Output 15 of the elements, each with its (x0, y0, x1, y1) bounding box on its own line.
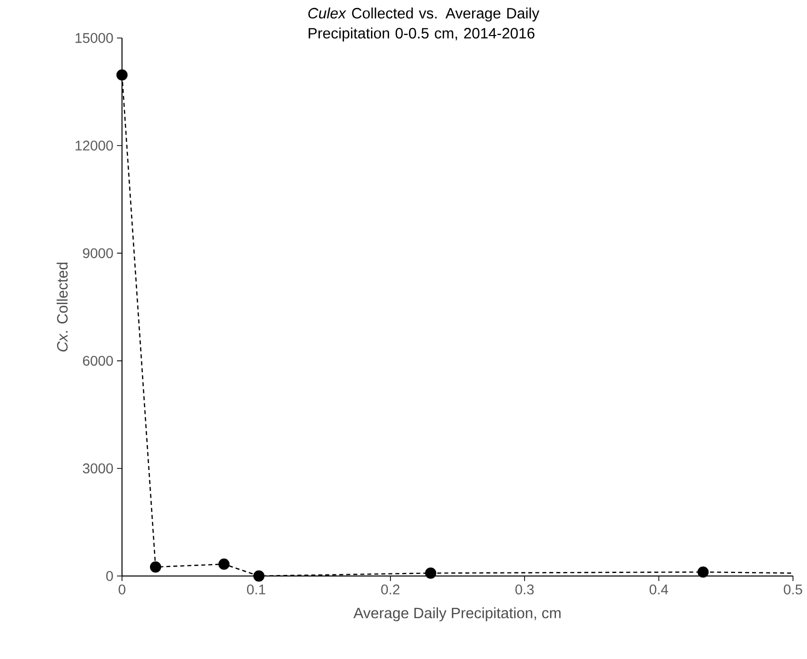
chart-title: Culex Collected vs. Average Daily Precipitation 0-0.5 cm, 2014-2016 (308, 8, 540, 42)
x-tick-label: 0.4 (650, 584, 668, 594)
y-tick-label: 0 (106, 571, 113, 581)
y-tick-label: 9000 (82, 248, 113, 258)
y-axis-title: Cx. Collected (56, 262, 68, 352)
y-tick-label: 3000 (82, 463, 113, 474)
y-tick-label: 12000 (76, 140, 113, 151)
x-tick-label: 0.1 (247, 584, 266, 594)
x-tick-label: 0.2 (381, 584, 400, 594)
x-tick-label: 0 (118, 584, 126, 594)
x-axis-title: Average Daily Precipitation, cm (353, 607, 561, 622)
y-tick-label: 15000 (76, 33, 113, 43)
x-tick-label: 0.3 (515, 584, 534, 594)
x-tick-label: 0.5 (784, 584, 802, 594)
y-tick-label: 6000 (83, 356, 113, 366)
